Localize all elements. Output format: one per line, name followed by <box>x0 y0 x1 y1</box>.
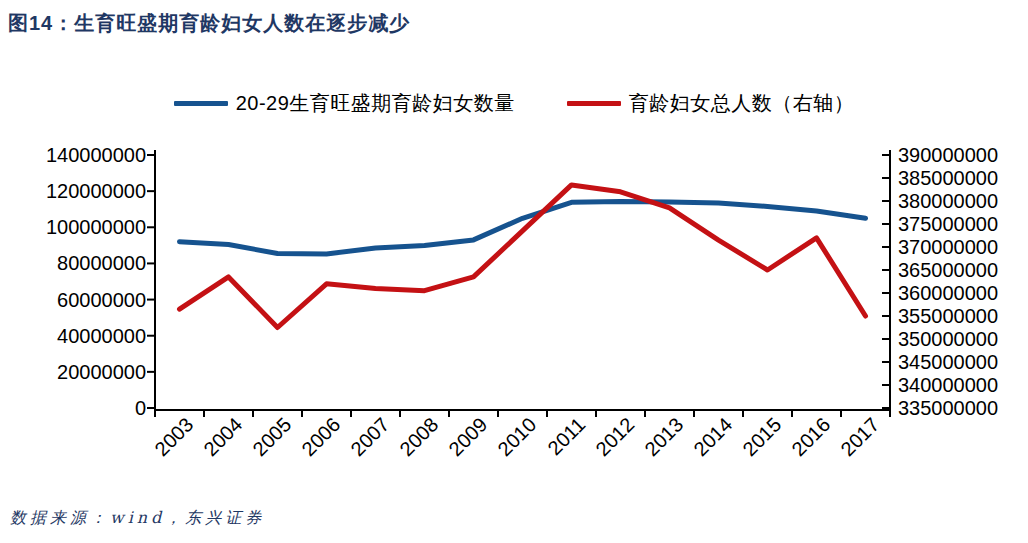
right-axis-tick-label: 360000000 <box>898 282 998 304</box>
left-axis-tick-label: 100000000 <box>46 216 146 238</box>
x-axis-year-label: 2010 <box>493 413 540 460</box>
figure: 图14：生育旺盛期育龄妇女人数在逐步减少 20-29生育旺盛期育龄妇女数量 育龄… <box>0 0 1028 543</box>
right-axis-tick-label: 370000000 <box>898 236 998 258</box>
x-axis-year-label: 2016 <box>787 413 834 460</box>
right-axis-tick-label: 340000000 <box>898 374 998 396</box>
left-axis-tick-label: 60000000 <box>57 289 146 311</box>
x-axis-year-label: 2014 <box>689 413 736 460</box>
right-axis-tick-label: 335000000 <box>898 397 998 419</box>
line-chart-plot: 0 20000000 40000000 60000000 80000000 1000000… <box>0 0 1028 543</box>
right-axis-tick-label: 385000000 <box>898 167 998 189</box>
left-axis-tick-label: 40000000 <box>57 325 146 347</box>
x-axis-year-label: 2011 <box>543 413 589 459</box>
left-axis-tick-label: 80000000 <box>57 252 146 274</box>
left-axis-tick-label: 140000000 <box>46 144 146 166</box>
right-axis-tick-label: 375000000 <box>898 213 998 235</box>
x-axis-year-label: 2006 <box>297 413 344 460</box>
left-axis-tick-label: 20000000 <box>57 361 146 383</box>
x-axis-year-label: 2003 <box>150 413 197 460</box>
data-source-note: 数据来源：wind，东兴证券 <box>10 508 265 529</box>
right-axis-tick-label: 390000000 <box>898 144 998 166</box>
right-axis-tick-label: 345000000 <box>898 351 998 373</box>
x-axis-year-label: 2009 <box>444 413 491 460</box>
x-axis-year-label: 2005 <box>248 413 295 460</box>
right-axis-tick-label: 350000000 <box>898 328 998 350</box>
x-axis-year-label: 2008 <box>395 413 442 460</box>
x-axis-year-label: 2015 <box>738 413 785 460</box>
left-axis-tick-label: 120000000 <box>46 180 146 202</box>
x-axis-year-label: 2012 <box>591 413 638 460</box>
right-axis-tick-label: 365000000 <box>898 259 998 281</box>
x-axis-year-label: 2007 <box>346 413 393 460</box>
x-axis-year-label: 2013 <box>640 413 687 460</box>
x-axis-year-label: 2004 <box>199 413 246 460</box>
left-axis-tick-label: 0 <box>135 397 146 419</box>
right-axis-tick-label: 380000000 <box>898 190 998 212</box>
x-axis-year-label: 2017 <box>836 413 883 460</box>
right-axis-tick-label: 355000000 <box>898 305 998 327</box>
